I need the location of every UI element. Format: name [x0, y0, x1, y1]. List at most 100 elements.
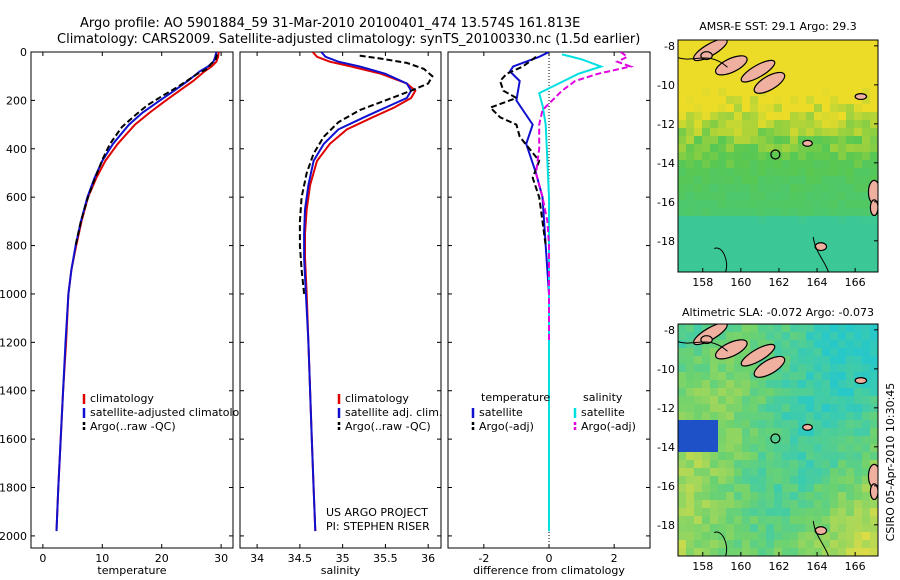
map-cell — [862, 460, 871, 469]
map-cell — [806, 168, 815, 177]
map-cell — [846, 548, 855, 556]
map-cell — [742, 48, 751, 57]
map-cell — [766, 540, 775, 549]
map-cell — [710, 428, 719, 437]
map-cell — [790, 428, 799, 437]
map-cell — [790, 332, 799, 341]
map-cell — [710, 112, 719, 121]
map-cell — [726, 476, 735, 485]
map-cell — [726, 168, 735, 177]
map-cell — [702, 112, 711, 121]
map-cell — [782, 412, 791, 421]
map-cell — [814, 348, 823, 357]
map-cell — [782, 484, 791, 493]
map-cell — [750, 548, 759, 556]
map-cell — [846, 216, 855, 225]
map-cell — [838, 184, 847, 193]
map-cell — [846, 224, 855, 233]
map-cell — [790, 388, 799, 397]
map-cell — [766, 508, 775, 517]
map-cell — [870, 80, 878, 89]
map-cell — [782, 420, 791, 429]
map-cell — [750, 452, 759, 461]
map-cell — [702, 64, 711, 73]
map-cell — [774, 40, 783, 49]
map-cell — [710, 404, 719, 413]
map-cell — [806, 332, 815, 341]
map-cell — [838, 404, 847, 413]
map-cell — [846, 380, 855, 389]
series-line-satellite — [55, 52, 218, 532]
map-cell — [830, 508, 839, 517]
map-cell — [870, 428, 878, 437]
map-cell — [686, 216, 695, 225]
map-cell — [790, 460, 799, 469]
map-cell — [774, 112, 783, 121]
map-cell — [694, 112, 703, 121]
map-cell — [806, 56, 815, 65]
map-cell — [782, 364, 791, 373]
map-cell — [710, 216, 719, 225]
map-cell — [798, 340, 807, 349]
map-cell — [742, 104, 751, 113]
map-cell — [830, 364, 839, 373]
map-cell — [782, 476, 791, 485]
map-cell — [814, 356, 823, 365]
map-cell — [718, 72, 727, 81]
map-cell — [798, 332, 807, 341]
map-cell — [822, 396, 831, 405]
map-cell — [774, 168, 783, 177]
map-cell — [814, 184, 823, 193]
map-cell — [766, 444, 775, 453]
map-cell — [790, 412, 799, 421]
map-cell — [774, 104, 783, 113]
map-cell — [734, 80, 743, 89]
map-cell — [766, 524, 775, 533]
map-cell — [750, 160, 759, 169]
map-cell — [814, 380, 823, 389]
map-cell — [694, 168, 703, 177]
x-tick-label: 10 — [95, 552, 109, 565]
map-cell — [742, 524, 751, 533]
map-cell — [742, 436, 751, 445]
map-cell — [686, 264, 695, 272]
map-cell — [814, 160, 823, 169]
map-cell — [830, 468, 839, 477]
map-cell — [726, 240, 735, 249]
map-cell — [854, 104, 863, 113]
map-cell — [710, 80, 719, 89]
map-cell — [790, 356, 799, 365]
map-cell — [806, 120, 815, 129]
map-cell — [822, 380, 831, 389]
map-cell — [718, 364, 727, 373]
map-cell — [814, 56, 823, 65]
map-cell — [742, 508, 751, 517]
map-cell — [790, 492, 799, 501]
map-cell — [838, 168, 847, 177]
x-tick-label: 0 — [546, 552, 553, 565]
map-cell — [790, 476, 799, 485]
map-cell — [750, 524, 759, 533]
map-cell — [694, 256, 703, 265]
map-cell — [742, 144, 751, 153]
map-cell — [750, 232, 759, 241]
map-cell — [710, 444, 719, 453]
map-x-tick-label: 166 — [845, 560, 866, 573]
map-cell — [790, 160, 799, 169]
map-cell — [766, 200, 775, 209]
map-cell — [838, 56, 847, 65]
map-cell — [702, 256, 711, 265]
map-cell — [790, 48, 799, 57]
map-cell — [806, 340, 815, 349]
map-cell — [686, 348, 695, 357]
map-cell — [830, 96, 839, 105]
annotation-project: US ARGO PROJECT — [326, 506, 428, 519]
legend-argo-label: Argo(..raw -QC) — [90, 420, 176, 433]
map-cell — [830, 428, 839, 437]
map-cell — [678, 224, 687, 233]
map-cell — [830, 324, 839, 333]
map-cell — [678, 428, 687, 437]
map-cell — [750, 436, 759, 445]
map-cell — [806, 380, 815, 389]
map-cell — [750, 372, 759, 381]
